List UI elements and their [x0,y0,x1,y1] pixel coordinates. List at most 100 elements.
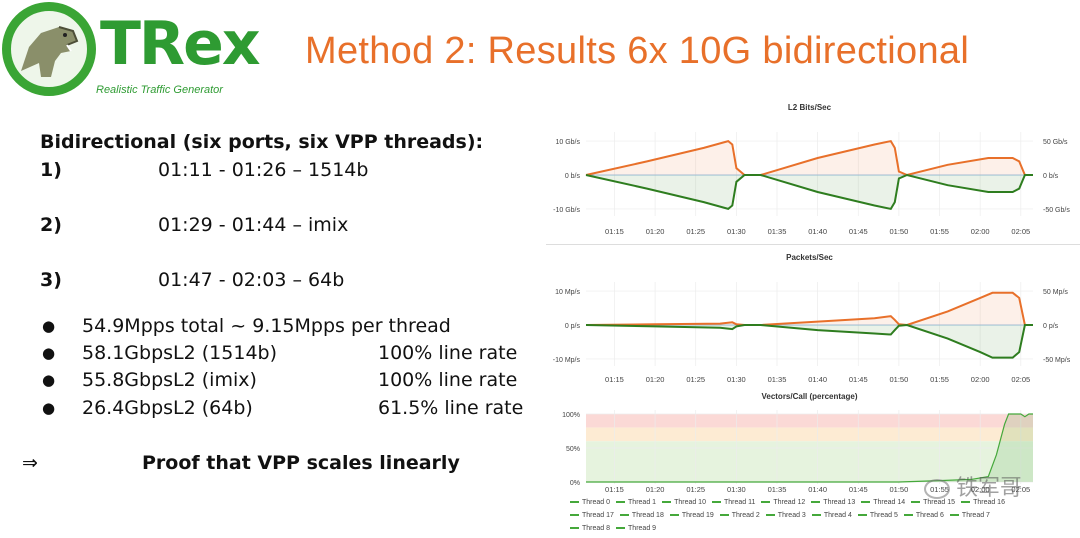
legend-swatch [761,501,771,504]
bullet-2-rate: 100% line rate [378,342,518,364]
x-tick-label: 02:05 [1011,485,1030,494]
legend-item[interactable]: Thread 5 [857,509,898,522]
chart-title: Vectors/Call (percentage) [761,392,857,401]
x-tick-label: 02:00 [971,485,990,494]
item-1-number: 1) [40,159,62,181]
y-tick-label: -10 Gb/s [553,207,580,214]
legend-label: Thread 7 [961,512,990,519]
legend-item[interactable]: Thread 3 [765,509,806,522]
x-tick-label: 01:45 [849,485,868,494]
legend-swatch [911,501,921,504]
bullet-3-rate: 100% line rate [378,369,518,391]
legend-label: Thread 4 [823,512,852,519]
logo-wordmark: TRex [100,9,261,79]
legend-label: Thread 10 [674,499,706,506]
legend-swatch [961,501,971,504]
legend-item[interactable]: Thread 10 [662,496,706,509]
y-tick-label: 0 p/s [565,323,581,330]
x-tick-label: 01:25 [686,227,705,236]
series-line-tx [585,139,1033,177]
logo-tagline: Realistic Traffic Generator [96,84,223,96]
legend-item[interactable]: Thread 18 [619,509,664,522]
series-line-rx [585,173,1033,211]
y-tick-label: 0 b/s [565,173,581,180]
legend-item[interactable]: Thread 7 [949,509,990,522]
legend-label: Thread 12 [773,499,806,506]
x-tick-label: 01:55 [930,375,949,384]
legend-label: Thread 8 [582,525,611,532]
chart-title: Packets/Sec [786,253,833,262]
legend-item[interactable]: Thread 2 [719,509,760,522]
legend-swatch [570,501,579,504]
bullet-dot: ● [42,317,56,335]
legend-label: Thread 11 [723,499,756,506]
y-right-tick-label: -50 Mp/s [1043,357,1071,364]
series-area-tx [586,292,1033,325]
legend-item[interactable]: Thread 4 [811,509,852,522]
x-tick-label: 01:35 [768,485,787,494]
x-tick-label: 01:15 [605,485,624,494]
trex-logo: TRex Realistic Traffic Generator [2,2,272,98]
legend-label: Thread 2 [731,512,760,519]
packets-chart: Packets/Sec 01:15 01:20 01:25 01:30 01:35 01:4… [553,253,1071,384]
y-tick-label: 10 Mp/s [555,289,580,296]
bullet-4-text: 26.4GbpsL2 (64b) [82,397,253,419]
wechat-icon [924,479,950,500]
legend-item[interactable]: Thread 8 [570,522,610,535]
legend-item[interactable]: Thread 16 [961,496,1005,509]
bullet-dot: ● [42,399,56,417]
item-2-number: 2) [40,214,62,236]
legend-swatch [857,514,867,517]
legend-label: Thread 1 [628,499,657,506]
y-tick-label: 10 Gb/s [555,139,580,146]
l2-bits-chart: L2 Bits/Sec 01:15 01:20 01:25 01:30 01:35 01:4… [553,103,1070,236]
legend-item[interactable]: Thread 17 [570,509,614,522]
x-tick-label: 01:15 [605,375,624,384]
legend-swatch [616,501,626,504]
bullet-1-text: 54.9Mpps total ~ 9.15Mpps per thread [82,315,451,337]
conclusion-text: Proof that VPP scales linearly [142,452,460,474]
x-tick-label: 02:05 [1011,227,1030,236]
x-tick-label: 01:55 [930,227,949,236]
legend-swatch [669,514,679,517]
legend-label: Thread 14 [873,499,906,506]
y-right-tick-label: 0 p/s [1043,323,1059,330]
legend-swatch [811,514,821,517]
dinosaur-icon [21,26,79,77]
y-tick-label: 100% [562,412,580,419]
band-critical [586,414,1033,428]
legend-item[interactable]: Thread 14 [861,496,905,509]
x-tick-label: 01:45 [849,227,868,236]
legend-swatch [765,514,775,517]
legend-label: Thread 3 [777,512,806,519]
x-tick-label: 01:30 [727,485,746,494]
thread-legend: Thread 0 Thread 1 Thread 10 Thread 11 Thread… [570,496,1040,535]
legend-swatch [711,501,721,504]
y-right-tick-label: 50 Gb/s [1043,139,1068,146]
legend-swatch [861,501,871,504]
legend-item[interactable]: Thread 1 [616,496,656,509]
legend-item[interactable]: Thread 11 [711,496,756,509]
legend-item[interactable]: Thread 19 [669,509,714,522]
legend-item[interactable]: Thread 13 [811,496,855,509]
y-tick-label: 0% [570,480,580,487]
y-tick-label: -10 Mp/s [553,357,581,364]
x-tick-label: 01:50 [890,485,909,494]
x-tick-label: 01:45 [849,375,868,384]
legend-item[interactable]: Thread 15 [911,496,955,509]
x-tick-label: 02:05 [1011,375,1030,384]
x-tick-label: 01:35 [768,227,787,236]
legend-swatch [662,501,672,504]
legend-item[interactable]: Thread 6 [903,509,944,522]
bullet-4-rate: 61.5% line rate [378,397,524,419]
x-tick-label: 02:00 [971,227,990,236]
legend-item[interactable]: Thread 0 [570,496,610,509]
x-tick-label: 01:25 [686,375,705,384]
bullet-3-text: 55.8GbpsL2 (imix) [82,369,257,391]
legend-item[interactable]: Thread 12 [761,496,805,509]
legend-item[interactable]: Thread 9 [616,522,656,535]
chart-title: L2 Bits/Sec [788,103,832,112]
item-2-text: 01:29 - 01:44 – imix [158,214,349,236]
series-area-rx [586,175,1033,209]
legend-swatch [619,514,629,517]
